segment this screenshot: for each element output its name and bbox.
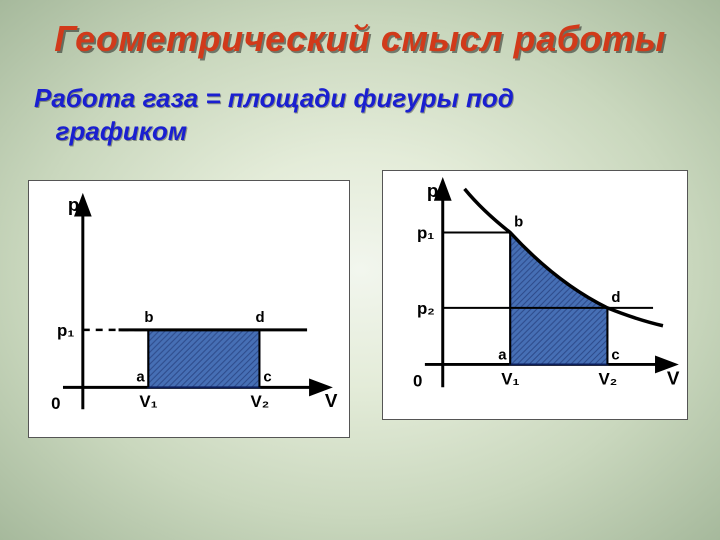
y-axis-label: p [427, 180, 439, 201]
v2-label: V₂ [251, 392, 270, 411]
pt-d: d [611, 290, 620, 306]
work-area [148, 330, 259, 388]
pt-b: b [144, 310, 153, 326]
pt-d: d [255, 310, 264, 326]
slide: Геометрический смысл работы Работа газа … [0, 0, 720, 540]
x-axis-label: V [667, 367, 680, 388]
pt-a: a [136, 369, 145, 385]
y-axis-label: p [68, 194, 80, 215]
subtitle-line-2: графиком [56, 116, 187, 146]
p2-label: p₂ [417, 299, 435, 318]
v1-label: V₁ [501, 369, 519, 388]
subtitle-line-1: Работа газа = площади фигуры под [34, 83, 514, 113]
chart-right: p V 0 p₁ p₂ V₁ V₂ b d a c [382, 170, 688, 420]
chart-left-svg: p V 0 p₁ V₁ V₂ b d a c [29, 181, 349, 437]
pt-c: c [263, 369, 271, 385]
pt-c: c [611, 347, 619, 363]
chart-right-svg: p V 0 p₁ p₂ V₁ V₂ b d a c [383, 171, 687, 419]
v1-label: V₁ [139, 392, 157, 411]
p1-label: p₁ [417, 223, 434, 242]
p1-label: p₁ [57, 321, 74, 340]
origin-label: 0 [51, 394, 60, 413]
slide-title: Геометрический смысл работы [0, 18, 720, 60]
v2-label: V₂ [598, 369, 617, 388]
x-axis-label: V [325, 390, 338, 411]
pt-a: a [498, 347, 507, 363]
origin-label: 0 [413, 371, 422, 390]
slide-subtitle: Работа газа = площади фигуры под графико… [34, 82, 674, 147]
pt-b: b [514, 215, 523, 231]
chart-left: p V 0 p₁ V₁ V₂ b d a c [28, 180, 350, 438]
